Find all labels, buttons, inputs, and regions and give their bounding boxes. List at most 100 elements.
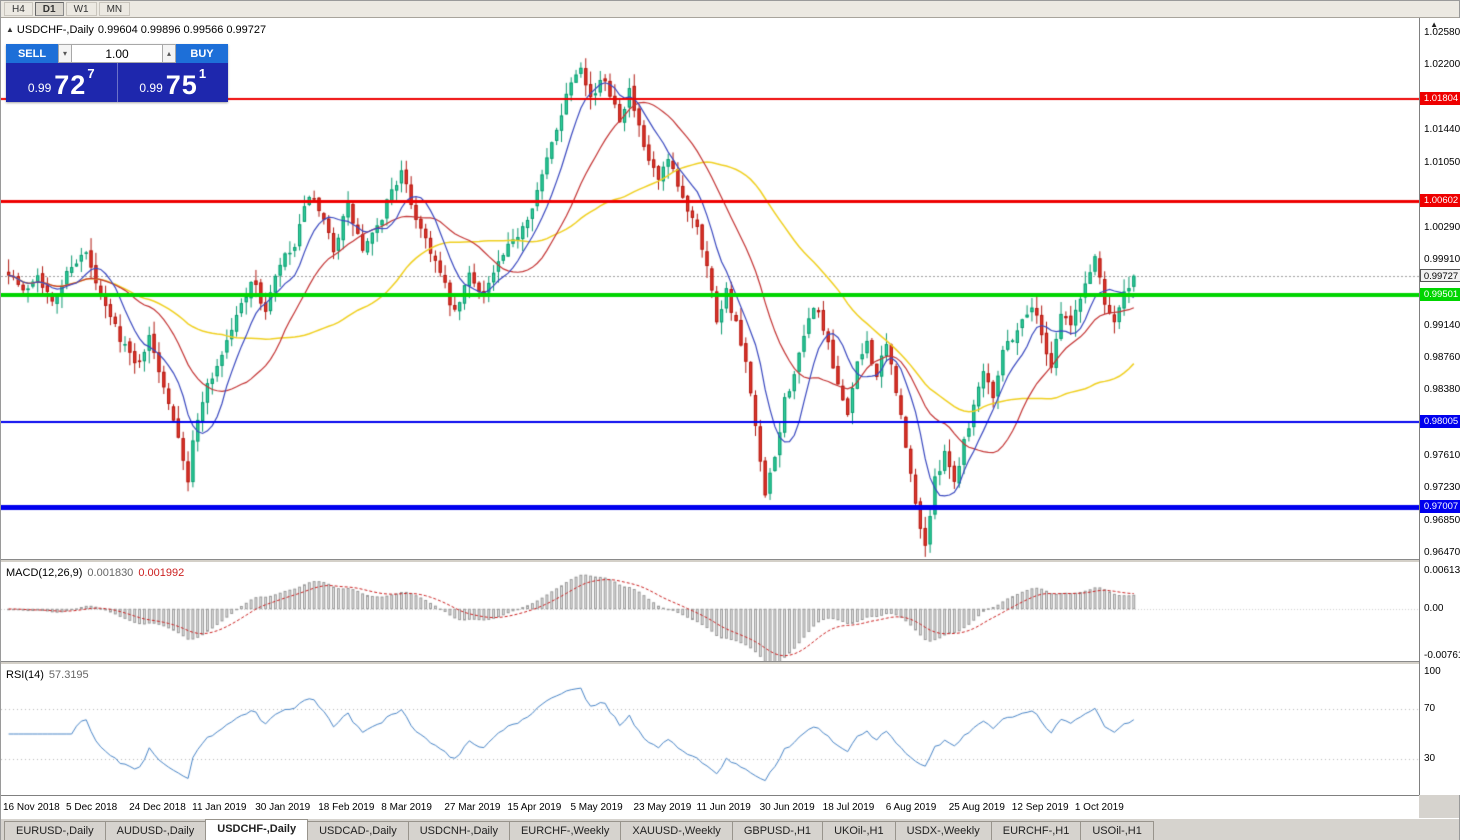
time-axis-label: 27 Mar 2019: [444, 802, 501, 813]
volume-decrease-button[interactable]: ▾: [58, 44, 72, 63]
price-tick: 0.98380: [1424, 384, 1460, 396]
macd-chart-canvas[interactable]: [1, 563, 1419, 661]
time-axis-label: 24 Dec 2018: [129, 802, 186, 813]
chart-tab-gbpusd-h1[interactable]: GBPUSD-,H1: [731, 821, 824, 840]
level-price-badge: 0.99501: [1420, 288, 1460, 302]
buy-price-main: 75: [165, 70, 198, 100]
chart-symbol-label: USDCHF-,Daily: [16, 24, 94, 36]
time-axis[interactable]: 16 Nov 2018 5 Dec 2018 24 Dec 2018 11 Jan 2…: [1, 795, 1419, 818]
time-axis-label: 12 Sep 2019: [1011, 802, 1069, 813]
level-price-badge: 0.97007: [1420, 500, 1460, 514]
sell-price-prefix: 0.99: [27, 81, 52, 95]
price-tick: 0.96850: [1424, 514, 1460, 526]
price-tick: 0.97610: [1424, 449, 1460, 461]
price-tick: 1.01050: [1424, 157, 1460, 169]
volume-input[interactable]: [72, 44, 162, 63]
sell-button[interactable]: SELL: [6, 44, 58, 63]
time-axis-label: 23 May 2019: [633, 802, 692, 813]
macd-main-value: 0.001830: [87, 567, 134, 579]
chart-shift-marker-icon[interactable]: ▲: [1430, 20, 1438, 29]
time-axis-label: 30 Jun 2019: [759, 802, 815, 813]
trade-controls-row: SELL ▾ ▴ BUY: [6, 44, 228, 63]
time-axis-label: 11 Jan 2019: [192, 802, 247, 813]
symbol-marker-icon: ▲: [6, 25, 14, 34]
macd-tick: 0.00: [1424, 603, 1444, 614]
chart-tab-usdcnh-daily[interactable]: USDCNH-,Daily: [407, 821, 510, 840]
trade-price-row: 0.99 72 7 0.99 75 1: [6, 63, 228, 102]
buy-button[interactable]: BUY: [176, 44, 228, 63]
timeframe-button-w1[interactable]: W1: [65, 2, 97, 16]
sell-price-main: 72: [54, 70, 87, 100]
chart-tab-audusd-daily[interactable]: AUDUSD-,Daily: [104, 821, 207, 840]
price-chart-canvas[interactable]: [1, 18, 1419, 559]
buy-price-prefix: 0.99: [139, 81, 163, 95]
level-price-badge: 0.98005: [1420, 415, 1460, 429]
price-tick: 0.96470: [1424, 547, 1460, 558]
rsi-value: 57.3195: [48, 669, 89, 681]
chart-ohlc-values: 0.99604 0.99896 0.99566 0.99727: [97, 24, 267, 36]
chart-tab-xauusd-weekly[interactable]: XAUUSD-,Weekly: [620, 821, 733, 840]
time-axis-label: 5 May 2019: [570, 802, 623, 813]
timeframe-toolbar: H4 D1 W1 MN: [1, 1, 1459, 18]
macd-pane[interactable]: MACD(12,26,9) 0.001830 0.001992: [1, 563, 1419, 661]
sell-price-display[interactable]: 0.99 72 7: [6, 63, 118, 102]
rsi-tick: 100: [1424, 665, 1441, 677]
time-axis-label: 1 Oct 2019: [1074, 802, 1124, 813]
current-price-badge: 0.99727: [1420, 268, 1460, 282]
rsi-tick: 70: [1424, 703, 1436, 714]
chart-tab-ukoil-h1[interactable]: UKOil-,H1: [822, 821, 896, 840]
rsi-pane[interactable]: RSI(14) 57.3195: [1, 665, 1419, 795]
time-axis-label: 5 Dec 2018: [66, 802, 118, 813]
time-axis-label: 11 Jun 2019: [696, 802, 751, 813]
price-tick: 1.02200: [1424, 59, 1460, 71]
pane-splitter-rsi[interactable]: [1, 661, 1459, 665]
price-axis[interactable]: 1.02580 1.02200 1.01440 1.01050 1.00290 0.999…: [1419, 18, 1460, 795]
time-axis-label: 6 Aug 2019: [885, 802, 937, 813]
time-axis-label: 30 Jan 2019: [255, 802, 311, 813]
macd-indicator-label: MACD(12,26,9) 0.001830 0.001992: [6, 567, 184, 579]
price-pane[interactable]: ▲ USDCHF-,Daily 0.99604 0.99896 0.99566 0.…: [1, 18, 1419, 559]
time-axis-label: 8 Mar 2019: [381, 802, 432, 813]
macd-tick: 0.00613: [1424, 565, 1460, 576]
chart-tab-eurchf-weekly[interactable]: EURCHF-,Weekly: [508, 821, 622, 840]
level-price-badge: 1.00602: [1420, 194, 1460, 208]
chart-tab-usdchf-daily[interactable]: USDCHF-,Daily: [205, 819, 309, 840]
chart-tab-bar: EURUSD-,Daily AUDUSD-,Daily USDCHF-,Daily U…: [1, 818, 1459, 840]
rsi-name: RSI(14): [6, 669, 44, 681]
macd-tick: -0.00761: [1424, 650, 1460, 662]
pane-splitter-macd[interactable]: [1, 559, 1459, 563]
price-tick: 0.99140: [1424, 319, 1460, 331]
price-tick: 1.01440: [1424, 124, 1460, 136]
price-tick: 1.00290: [1424, 221, 1460, 233]
price-tick: 0.98760: [1424, 352, 1460, 364]
time-axis-label: 15 Apr 2019: [507, 802, 562, 813]
time-axis-label: 18 Jul 2019: [822, 802, 875, 813]
chart-title: ▲ USDCHF-,Daily 0.99604 0.99896 0.99566 0.…: [6, 24, 266, 36]
timeframe-button-h4[interactable]: H4: [4, 2, 33, 16]
timeframe-button-d1[interactable]: D1: [34, 2, 64, 16]
timeframe-buttons: H4 D1 W1 MN: [4, 2, 131, 16]
sell-price-pip: 7: [87, 66, 95, 81]
timeframe-button-mn[interactable]: MN: [98, 2, 131, 16]
one-click-trading-panel: SELL ▾ ▴ BUY 0.99 72 7 0.99 75 1: [6, 44, 228, 102]
chart-tab-eurchf-h1[interactable]: EURCHF-,H1: [990, 821, 1082, 840]
price-tick: 1.02580: [1424, 27, 1460, 38]
chart-tab-usdx-weekly[interactable]: USDX-,Weekly: [894, 821, 992, 840]
buy-price-display[interactable]: 0.99 75 1: [118, 63, 229, 102]
buy-price-pip: 1: [198, 66, 207, 81]
time-axis-label: 16 Nov 2018: [3, 802, 60, 813]
rsi-chart-canvas[interactable]: [1, 665, 1419, 795]
chart-tab-eurusd-daily[interactable]: EURUSD-,Daily: [4, 821, 106, 840]
rsi-indicator-label: RSI(14) 57.3195: [6, 669, 89, 681]
price-tick: 0.97230: [1424, 482, 1460, 494]
rsi-tick: 30: [1424, 753, 1436, 764]
chart-tab-usoil-h1[interactable]: USOil-,H1: [1080, 821, 1154, 840]
level-price-badge: 1.01804: [1420, 92, 1460, 106]
macd-name: MACD(12,26,9): [6, 567, 83, 579]
volume-increase-button[interactable]: ▴: [162, 44, 176, 63]
price-tick: 0.99910: [1424, 254, 1460, 266]
macd-signal-value: 0.001992: [138, 567, 185, 579]
chart-tab-usdcad-daily[interactable]: USDCAD-,Daily: [307, 821, 409, 840]
time-axis-label: 25 Aug 2019: [948, 802, 1005, 813]
